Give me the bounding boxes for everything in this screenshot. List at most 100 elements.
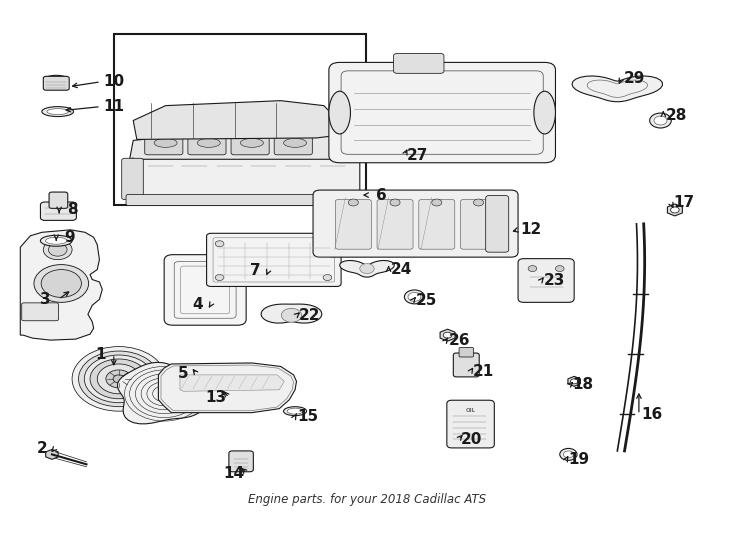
Polygon shape (340, 260, 394, 277)
Text: 22: 22 (299, 308, 320, 323)
Text: 7: 7 (250, 263, 261, 278)
Polygon shape (159, 363, 297, 413)
Ellipse shape (654, 116, 667, 125)
Polygon shape (440, 329, 455, 341)
Text: 18: 18 (573, 377, 593, 393)
Polygon shape (126, 158, 133, 198)
Circle shape (215, 274, 224, 280)
Circle shape (113, 375, 125, 383)
Polygon shape (21, 230, 102, 340)
FancyBboxPatch shape (313, 190, 518, 257)
Ellipse shape (287, 408, 303, 414)
Circle shape (41, 269, 81, 298)
Ellipse shape (283, 407, 307, 416)
Ellipse shape (650, 113, 672, 128)
Text: 26: 26 (448, 333, 470, 348)
Ellipse shape (154, 138, 177, 147)
Text: 21: 21 (473, 364, 494, 379)
FancyBboxPatch shape (393, 53, 444, 73)
Circle shape (281, 308, 302, 322)
Ellipse shape (47, 109, 68, 114)
Ellipse shape (40, 235, 72, 246)
Circle shape (432, 199, 442, 206)
Text: 14: 14 (223, 466, 244, 481)
Ellipse shape (560, 448, 577, 460)
Polygon shape (117, 362, 220, 424)
Circle shape (79, 351, 159, 407)
Text: 9: 9 (64, 230, 75, 245)
Polygon shape (126, 156, 360, 202)
Text: 13: 13 (206, 390, 227, 405)
Circle shape (90, 359, 148, 399)
Circle shape (349, 199, 358, 206)
Text: 17: 17 (673, 195, 694, 210)
FancyBboxPatch shape (188, 132, 226, 155)
FancyBboxPatch shape (114, 33, 366, 205)
FancyBboxPatch shape (229, 451, 253, 472)
Text: 2: 2 (37, 441, 47, 456)
FancyBboxPatch shape (122, 158, 143, 199)
FancyBboxPatch shape (275, 132, 313, 155)
Polygon shape (261, 304, 321, 323)
Polygon shape (46, 449, 58, 460)
Text: Engine parts. for your 2018 Cadillac ATS: Engine parts. for your 2018 Cadillac ATS (248, 492, 486, 505)
Text: 28: 28 (666, 108, 687, 123)
FancyBboxPatch shape (518, 259, 574, 302)
Ellipse shape (241, 138, 264, 147)
Ellipse shape (404, 290, 424, 304)
Circle shape (443, 332, 452, 338)
FancyBboxPatch shape (145, 132, 183, 155)
Text: 29: 29 (624, 71, 645, 86)
Ellipse shape (534, 91, 556, 134)
FancyBboxPatch shape (164, 255, 246, 325)
Text: 5: 5 (178, 367, 189, 381)
Text: 10: 10 (103, 75, 124, 89)
Circle shape (84, 355, 153, 403)
FancyBboxPatch shape (231, 132, 269, 155)
Circle shape (360, 264, 374, 274)
Circle shape (390, 199, 400, 206)
Text: 15: 15 (297, 409, 319, 423)
Circle shape (323, 241, 332, 247)
Ellipse shape (42, 106, 73, 117)
Circle shape (159, 390, 170, 398)
Text: 3: 3 (40, 292, 51, 307)
Text: OIL: OIL (465, 408, 476, 413)
Polygon shape (667, 204, 683, 216)
FancyBboxPatch shape (40, 202, 76, 220)
FancyBboxPatch shape (377, 199, 413, 249)
Text: 6: 6 (376, 187, 387, 202)
Text: 25: 25 (415, 293, 437, 308)
FancyBboxPatch shape (459, 348, 473, 357)
Text: 19: 19 (569, 452, 589, 467)
Circle shape (323, 274, 332, 280)
Circle shape (43, 240, 72, 260)
FancyBboxPatch shape (49, 192, 68, 208)
Circle shape (215, 241, 224, 247)
Ellipse shape (45, 75, 68, 83)
Circle shape (473, 199, 484, 206)
Ellipse shape (283, 138, 307, 147)
FancyBboxPatch shape (206, 233, 341, 286)
Text: 11: 11 (103, 99, 124, 114)
Circle shape (556, 266, 564, 272)
FancyBboxPatch shape (486, 195, 509, 252)
Circle shape (34, 265, 89, 302)
Polygon shape (572, 76, 662, 102)
FancyBboxPatch shape (329, 63, 556, 163)
Circle shape (97, 364, 140, 394)
Ellipse shape (408, 293, 421, 301)
Text: 16: 16 (642, 407, 663, 422)
FancyBboxPatch shape (454, 353, 479, 377)
Ellipse shape (329, 91, 350, 134)
Polygon shape (180, 375, 284, 392)
Circle shape (72, 347, 166, 411)
Circle shape (528, 266, 537, 272)
Text: 27: 27 (407, 148, 428, 163)
Text: 1: 1 (95, 347, 106, 361)
Text: 23: 23 (543, 273, 564, 288)
Text: 24: 24 (390, 262, 413, 277)
Polygon shape (130, 128, 361, 159)
FancyBboxPatch shape (447, 400, 494, 448)
Circle shape (106, 370, 132, 388)
